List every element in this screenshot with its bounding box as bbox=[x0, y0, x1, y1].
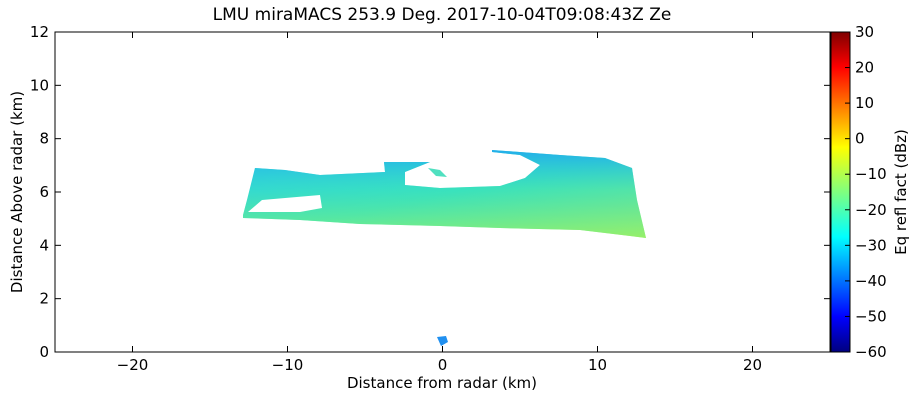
colorbar-tick-label: −50 bbox=[855, 307, 887, 325]
colorbar-tick-label: 20 bbox=[855, 59, 874, 77]
x-tick-label: 0 bbox=[438, 356, 448, 374]
y-tick-label: 12 bbox=[30, 23, 49, 41]
y-tick-label: 6 bbox=[39, 183, 49, 201]
colorbar-tick-label: −20 bbox=[855, 201, 887, 219]
y-tick-label: 4 bbox=[39, 236, 49, 254]
y-axis-label: Distance Above radar (km) bbox=[8, 91, 26, 293]
colorbar-tick-label: 30 bbox=[855, 23, 874, 41]
colorbar-tick-label: −60 bbox=[855, 343, 887, 361]
y-tick-label: 0 bbox=[39, 343, 49, 361]
colorbar-label: Eq refl fact (dBz) bbox=[892, 129, 910, 255]
x-tick-label: −20 bbox=[117, 356, 149, 374]
y-tick-label: 10 bbox=[30, 76, 49, 94]
colorbar bbox=[830, 31, 851, 353]
y-tick-label: 2 bbox=[39, 290, 49, 308]
x-tick-label: 10 bbox=[588, 356, 607, 374]
colorbar-tick-label: 10 bbox=[855, 94, 874, 112]
chart-title: LMU miraMACS 253.9 Deg. 2017-10-04T09:08… bbox=[213, 5, 672, 25]
colorbar-tick-label: −30 bbox=[855, 236, 887, 254]
colorbar-tick-label: −40 bbox=[855, 272, 887, 290]
colorbar-tick-label: 0 bbox=[855, 130, 865, 148]
x-tick-label: 20 bbox=[743, 356, 762, 374]
colorbar-tick-label: −10 bbox=[855, 165, 887, 183]
x-tick-label: −10 bbox=[272, 356, 304, 374]
y-tick-label: 8 bbox=[39, 130, 49, 148]
x-axis-label: Distance from radar (km) bbox=[347, 374, 537, 392]
echo bbox=[243, 150, 646, 346]
